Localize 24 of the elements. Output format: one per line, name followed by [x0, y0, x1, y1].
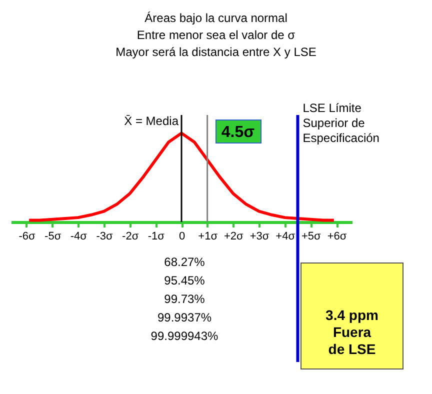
x-tick-label: -4σ: [70, 230, 88, 242]
chart-subtitle: Entre menor sea el valor de σ Mayor será la distancia entre X y LSE: [116, 28, 316, 59]
text: 99.999943%: [150, 329, 219, 343]
ref-line-label: LSE Límite Superior de Especificación: [302, 101, 380, 145]
x-tick-label: +5σ: [301, 230, 322, 242]
chart-title: Áreas bajo la curva normal: [144, 11, 288, 25]
x-tick-label: +2σ: [224, 230, 244, 242]
annotation: 4.5σ: [221, 124, 255, 141]
text: 68.27%: [164, 255, 206, 269]
x-tick-label: -3σ: [96, 230, 113, 242]
text: 99.9937%: [157, 310, 212, 324]
x-tick-label: -1σ: [148, 230, 165, 242]
ref-line-label: X̄ = Media: [124, 114, 179, 128]
x-tick-label: +6σ: [327, 230, 347, 242]
text: 95.45%: [164, 274, 206, 288]
x-tick-label: +3σ: [250, 230, 270, 242]
x-tick-label: -2σ: [122, 230, 139, 242]
x-tick-label: +4σ: [276, 230, 296, 242]
text: 99.73%: [164, 292, 206, 306]
x-tick-label: 0: [178, 230, 186, 242]
x-tick-label: -5σ: [44, 230, 62, 242]
x-tick-label: -6σ: [18, 230, 36, 242]
x-tick-label: +1σ: [198, 230, 218, 242]
text: 3.4 ppm Fuera de LSE: [326, 307, 378, 357]
